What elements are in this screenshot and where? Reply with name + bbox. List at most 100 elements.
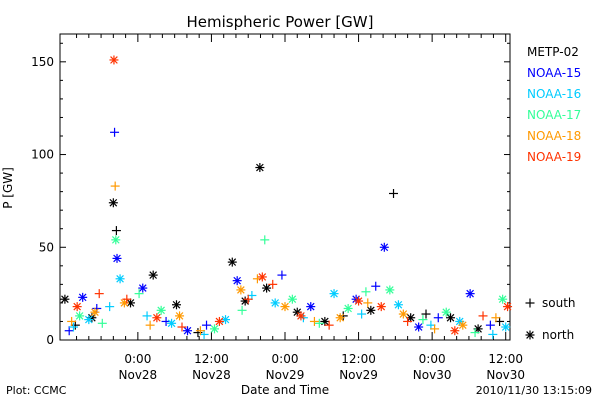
data-point-north (441, 307, 451, 317)
legend-entry-noaa-17: NOAA-17 (527, 108, 581, 122)
data-point-north (458, 320, 468, 330)
data-point-south (268, 279, 278, 289)
data-point-north (115, 274, 125, 284)
data-point-north (108, 198, 118, 208)
data-point-north (72, 302, 82, 312)
y-axis-ticks: 0 50 100 150 (31, 42, 510, 347)
data-point-north (232, 276, 242, 286)
x-tick-time: 0:00 (419, 352, 446, 366)
legend-entry-metp-02: METP-02 (527, 45, 579, 59)
marker-legend-south: south (525, 296, 576, 310)
data-point-south (403, 316, 413, 326)
data-point-north (257, 272, 267, 282)
legend-entry-noaa-19: NOAA-19 (527, 150, 581, 164)
series-noaa-18 (67, 181, 501, 336)
x-tick-time: 0:00 (272, 352, 299, 366)
series-noaa-19 (72, 55, 513, 336)
data-point-south (418, 315, 428, 325)
legend: METP-02 NOAA-15 NOAA-16 NOAA-17 NOAA-18 NOAA-… (527, 45, 581, 164)
x-tick-date: Nov29 (266, 368, 305, 382)
data-point-south (363, 298, 373, 308)
x-tick-date: Nov30 (486, 368, 525, 382)
y-tick-label: 0 (46, 333, 54, 347)
data-point-north (498, 294, 508, 304)
data-point-south (70, 320, 80, 330)
data-point-north (446, 313, 456, 323)
data-point-north (329, 289, 339, 299)
data-point-north (75, 311, 85, 321)
x-axis-ticks: 0:00 Nov28 12:00 Nov28 0:00 Nov29 12:00 Nov29 0:… (76, 34, 525, 382)
data-point-south (470, 328, 480, 338)
plot-timestamp: 2010/11/30 13:15:09 (476, 384, 592, 397)
x-tick-time: 12:00 (488, 352, 523, 366)
data-point-north (221, 315, 231, 325)
data-point-north (414, 322, 424, 332)
data-point-south (485, 320, 495, 330)
data-point-north (270, 298, 280, 308)
data-point-north (343, 303, 353, 313)
data-point-north (167, 318, 177, 328)
data-point-south (177, 322, 187, 332)
data-point-north (503, 302, 513, 312)
data-point-north (78, 292, 88, 302)
data-point-north (379, 242, 389, 252)
marker-legend-label: south (542, 296, 576, 310)
data-point-north (501, 322, 511, 332)
data-point-south (199, 329, 209, 339)
data-point-south (122, 294, 132, 304)
data-point-north (292, 307, 302, 317)
data-point-north (214, 316, 224, 326)
y-tick-label: 150 (31, 55, 54, 69)
series-noaa-16 (68, 274, 511, 339)
data-point-north (376, 302, 386, 312)
data-point-north (287, 294, 297, 304)
data-point-north (296, 311, 306, 321)
data-point-south (193, 328, 203, 338)
data-point-south (97, 318, 107, 328)
x-tick-date: Nov30 (413, 368, 452, 382)
data-point-north (335, 313, 345, 323)
marker-legend-north: north (525, 328, 574, 342)
data-point-south (426, 320, 436, 330)
data-point-south (105, 302, 115, 312)
data-point-north (398, 309, 408, 319)
data-point-north (366, 305, 376, 315)
legend-entry-noaa-18: NOAA-18 (527, 129, 581, 143)
x-axis-label: Date and Time (241, 383, 329, 397)
data-point-south (324, 320, 334, 330)
data-point-south (430, 324, 440, 334)
data-point-south (433, 313, 443, 323)
data-point-south (64, 326, 74, 336)
chart-title: Hemispheric Power [GW] (187, 13, 374, 31)
data-point-south (94, 289, 104, 299)
data-point-north (112, 253, 122, 263)
data-point-south (247, 290, 257, 300)
data-point-south (478, 311, 488, 321)
data-point-south (491, 313, 501, 323)
data-point-south (488, 329, 498, 339)
data-point-south (68, 322, 78, 332)
data-point-north (152, 313, 162, 323)
x-tick-time: 12:00 (341, 352, 376, 366)
data-point-south (495, 316, 505, 326)
series-metp-02 (60, 163, 505, 338)
data-point-north (209, 324, 219, 334)
data-point-north (84, 315, 94, 325)
data-point-north (262, 283, 272, 293)
data-point-south (110, 127, 120, 137)
x-tick-time: 12:00 (194, 352, 229, 366)
data-point-south (111, 226, 121, 236)
x-tick-date: Nov28 (192, 368, 231, 382)
data-point-south (134, 289, 144, 299)
data-point-north (236, 285, 246, 295)
data-point-north (90, 307, 100, 317)
data-point-south (202, 320, 212, 330)
data-point-south (92, 303, 102, 313)
marker-legend: south north (525, 296, 576, 342)
data-point-south (357, 309, 367, 319)
data-point-north (183, 326, 193, 336)
data-point-south (389, 188, 399, 198)
data-point-south (110, 181, 120, 191)
data-point-north (354, 296, 364, 306)
